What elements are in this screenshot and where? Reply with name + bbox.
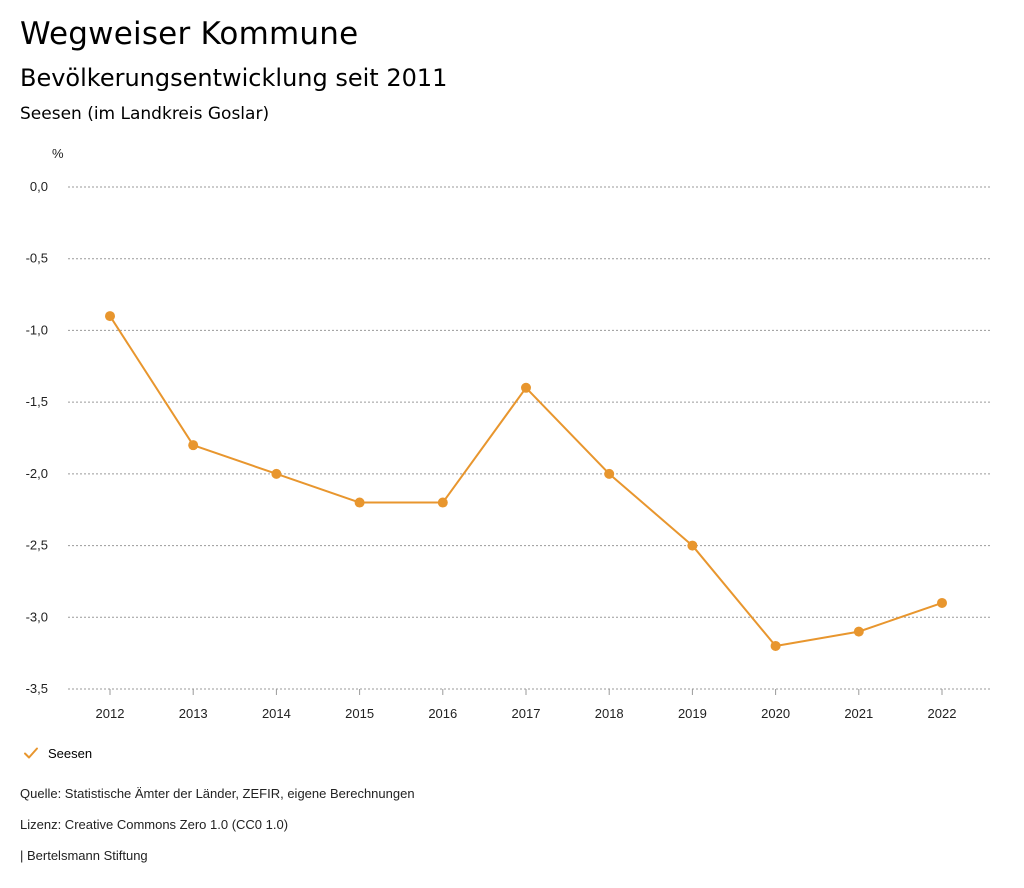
x-tick-label: 2019 <box>678 706 707 721</box>
checkmark-icon <box>24 747 38 759</box>
data-point <box>770 640 781 651</box>
y-tick-label: 0,0 <box>30 179 48 194</box>
legend[interactable]: Seesen <box>22 744 92 762</box>
series-line <box>109 315 943 647</box>
data-point <box>105 311 115 322</box>
line-chart: 0,0 -0,5 -1,0 -1,5 -2,0 -2,5 -3,0 -3,5 2012 2013 2… <box>26 179 990 721</box>
x-tick-label: 2020 <box>761 706 790 721</box>
y-tick-label: -3,5 <box>26 681 48 696</box>
page-title: Wegweiser Kommune <box>20 16 359 52</box>
data-point <box>271 468 282 479</box>
y-tick-label: -1,5 <box>26 394 48 409</box>
data-point <box>687 540 698 551</box>
x-tick-label: 2021 <box>844 706 873 721</box>
data-point <box>437 497 448 508</box>
y-tick-label: -3,0 <box>26 609 48 624</box>
data-point <box>188 440 199 451</box>
x-tick-label: 2016 <box>428 706 457 721</box>
data-point <box>937 597 947 608</box>
y-tick-label: -2,5 <box>26 538 48 553</box>
license-note: Lizenz: Creative Commons Zero 1.0 (CC0 1… <box>20 817 289 832</box>
legend-label: Seesen <box>48 745 93 761</box>
x-tick-label: 2022 <box>928 706 957 721</box>
y-tick-label: -2,0 <box>26 466 48 481</box>
x-tick-label: 2018 <box>595 706 624 721</box>
x-tick-label: 2013 <box>179 706 208 721</box>
x-tick-label: 2017 <box>512 706 541 721</box>
data-point <box>521 382 531 393</box>
region-label: Seesen (im Landkreis Goslar) <box>20 104 270 124</box>
y-tick-label: -0,5 <box>26 251 48 266</box>
y-axis-unit: % <box>52 146 64 161</box>
x-tick-label: 2015 <box>345 706 374 721</box>
chart-subtitle: Bevölkerungsentwicklung seit 2011 <box>20 64 448 92</box>
x-tick-label: 2014 <box>262 706 291 721</box>
x-tick-label: 2012 <box>96 706 125 721</box>
source-note: Quelle: Statistische Ämter der Länder, Z… <box>20 786 415 801</box>
data-point <box>604 468 615 479</box>
data-point <box>354 497 365 508</box>
data-point <box>853 626 864 637</box>
y-tick-label: -1,0 <box>26 322 48 337</box>
publisher-note: | Bertelsmann Stiftung <box>20 848 148 863</box>
